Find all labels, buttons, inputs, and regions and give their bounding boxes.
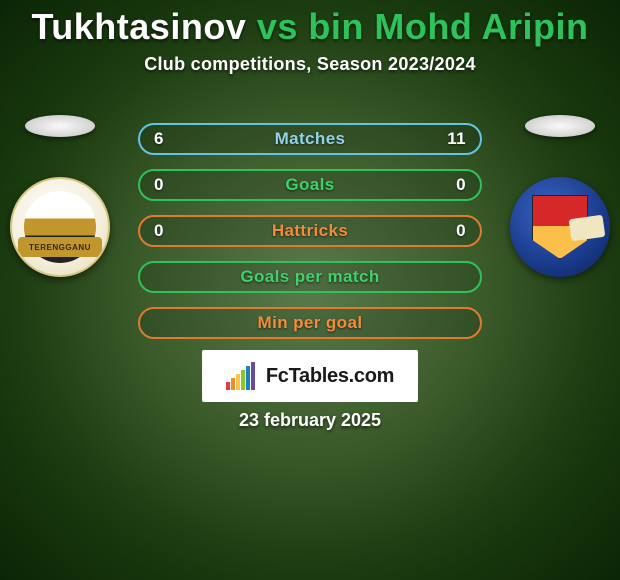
left-crest-banner: TERENGGANU: [18, 237, 102, 257]
right-club-crest: [510, 177, 610, 277]
player2-name: bin Mohd Aripin: [308, 6, 588, 47]
logo-text: FcTables.com: [266, 365, 394, 388]
stat-row-min-per-goal: Min per goal: [138, 307, 482, 339]
fctables-logo: FcTables.com: [202, 350, 418, 402]
vs-text: vs: [257, 6, 298, 47]
stat-label: Min per goal: [258, 313, 363, 333]
subtitle: Club competitions, Season 2023/2024: [0, 54, 620, 75]
right-country-flag: [525, 115, 595, 137]
left-badge-column: TERENGGANU: [0, 115, 120, 277]
stat-row-goals-per-match: Goals per match: [138, 261, 482, 293]
stat-right-value: 0: [456, 221, 466, 241]
right-badge-column: [500, 115, 620, 277]
stat-left-value: 0: [154, 175, 164, 195]
stat-left-value: 0: [154, 221, 164, 241]
left-country-flag: [25, 115, 95, 137]
stat-right-value: 11: [447, 129, 466, 149]
player1-name: Tukhtasinov: [31, 6, 246, 47]
comparison-infographic: Tukhtasinov vs bin Mohd Aripin Club comp…: [0, 0, 620, 580]
stat-right-value: 0: [456, 175, 466, 195]
stat-row-goals: 0 Goals 0: [138, 169, 482, 201]
stat-label: Matches: [275, 129, 346, 149]
stat-row-hattricks: 0 Hattricks 0: [138, 215, 482, 247]
page-title: Tukhtasinov vs bin Mohd Aripin: [0, 0, 620, 48]
logo-bars-icon: [226, 362, 260, 390]
stats-panel: 6 Matches 11 0 Goals 0 0 Hattricks 0 Goa…: [138, 123, 482, 353]
date-label: 23 february 2025: [0, 410, 620, 431]
left-club-crest: TERENGGANU: [10, 177, 110, 277]
stat-row-matches: 6 Matches 11: [138, 123, 482, 155]
stat-label: Goals per match: [240, 267, 379, 287]
stat-label: Hattricks: [272, 221, 348, 241]
stat-label: Goals: [285, 175, 334, 195]
stat-left-value: 6: [154, 129, 164, 149]
